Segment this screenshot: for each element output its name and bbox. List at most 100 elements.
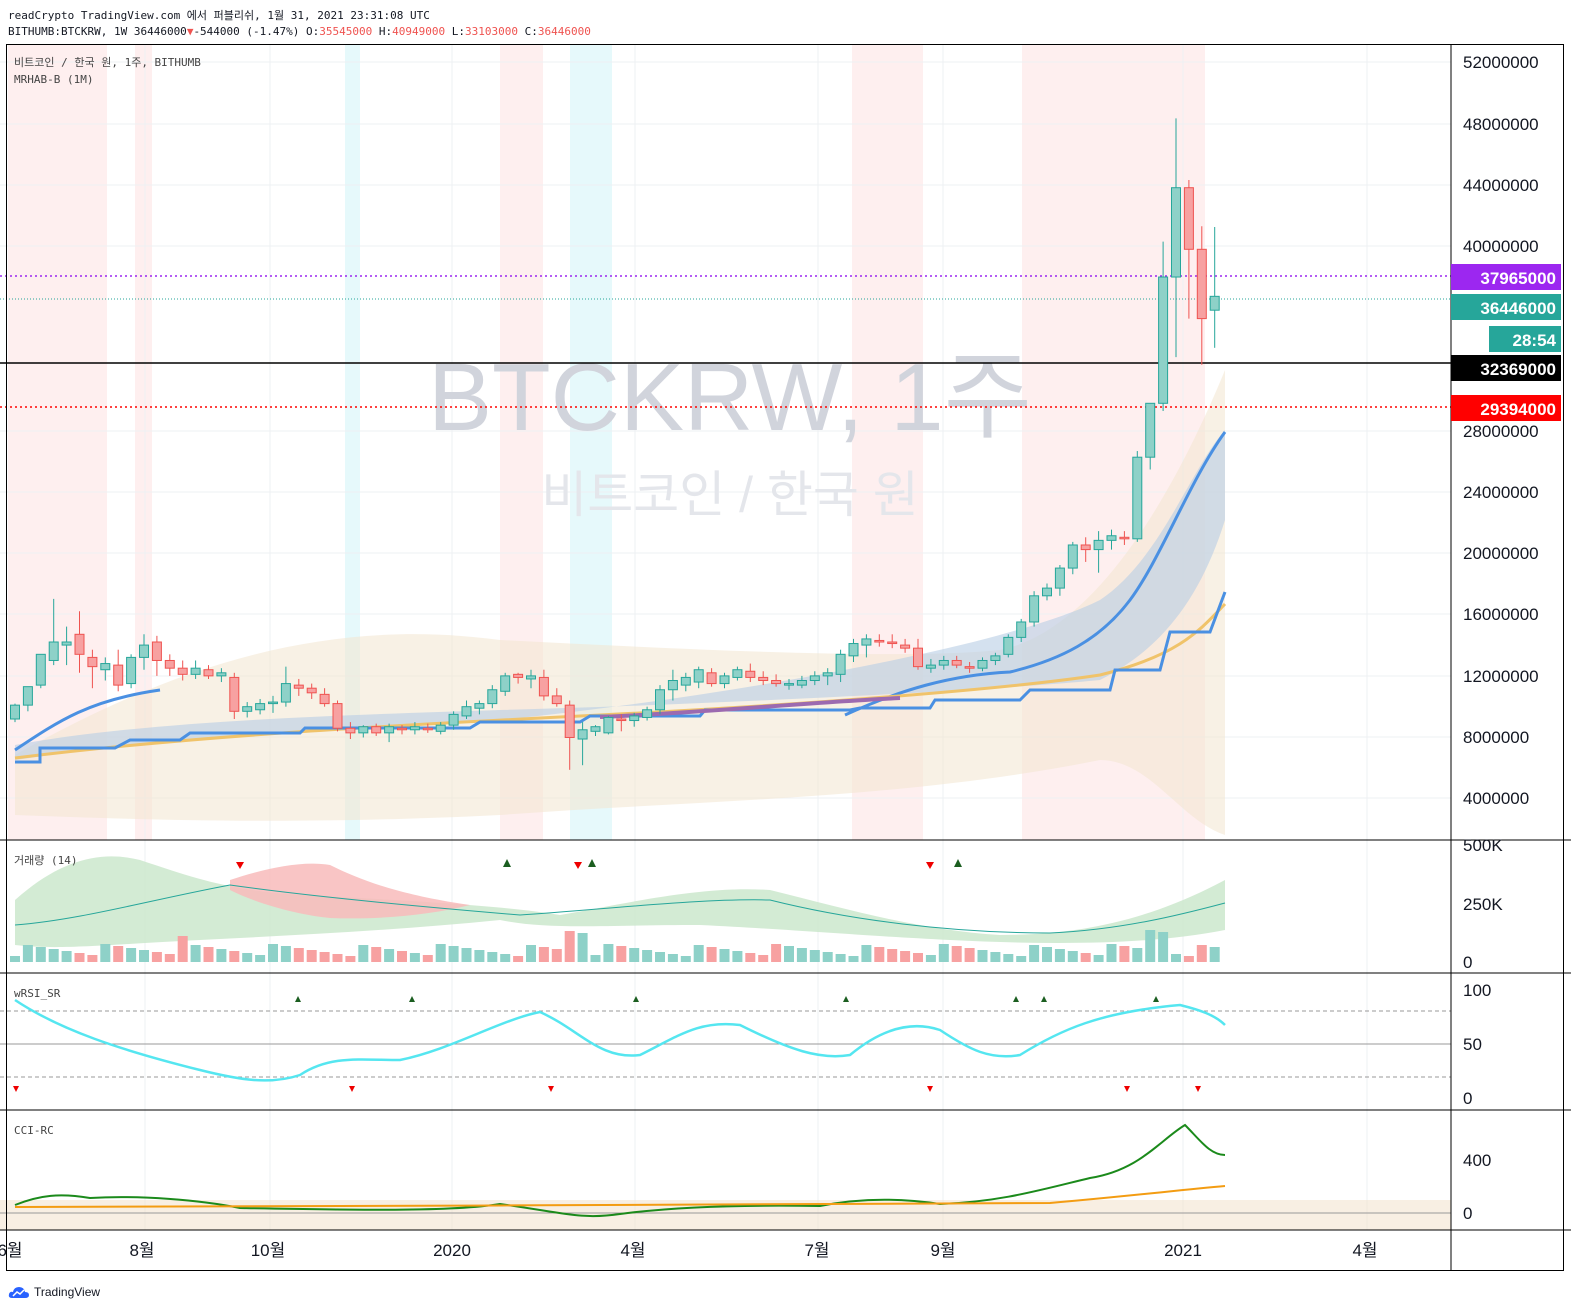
volume-bar: [861, 945, 872, 962]
cloud-band-fill: [15, 430, 1225, 760]
candle-body: [758, 676, 769, 681]
volume-bar: [796, 948, 807, 962]
price-axis-label: 4000000: [1463, 789, 1529, 808]
volume-bar: [448, 946, 459, 962]
volume-bar: [925, 955, 936, 962]
volume-bar: [1209, 947, 1220, 962]
time-axis-label: 9월: [930, 1241, 955, 1260]
volume-bar: [113, 946, 124, 962]
candle-body: [22, 686, 33, 706]
candle-body: [87, 656, 98, 668]
volume-bar: [435, 944, 446, 962]
signal-down-icon: [1195, 1086, 1201, 1092]
candle-body: [925, 664, 936, 669]
price-tag: [1451, 294, 1561, 320]
volume-bar: [87, 955, 98, 962]
price-tag-label: 36446000: [1480, 299, 1556, 318]
volume-bar: [964, 948, 975, 962]
volume-axis-label: 250K: [1463, 895, 1503, 914]
volume-bar: [371, 947, 382, 962]
volume-bar: [1106, 944, 1117, 962]
candle-body: [990, 655, 1001, 661]
volume-bar: [551, 949, 562, 962]
price-axis-label: 44000000: [1463, 176, 1539, 195]
volume-bar: [203, 947, 214, 962]
candle-body: [706, 672, 717, 685]
candle-body: [1209, 295, 1220, 311]
time-axis-label: 2020: [433, 1241, 471, 1260]
candle-body: [913, 647, 923, 668]
candle-body: [616, 718, 627, 722]
volume-bar: [35, 947, 46, 962]
volume-bar: [809, 950, 820, 962]
candle-body: [1067, 544, 1078, 569]
candle-body: [1158, 276, 1169, 404]
candle-body: [319, 693, 330, 705]
volume-bar: [771, 944, 782, 962]
highlight-band: [135, 44, 152, 840]
candle-body: [203, 669, 214, 677]
volume-bar: [848, 956, 859, 962]
volume-bar: [1016, 956, 1027, 962]
candle-body: [629, 715, 640, 722]
candle-body: [809, 675, 820, 682]
volume-bar: [1145, 930, 1156, 962]
volume-bar: [732, 951, 743, 962]
time-axis-label: 4월: [1352, 1241, 1377, 1260]
tradingview-logo[interactable]: TradingView: [8, 1285, 100, 1299]
candle-body: [1054, 567, 1065, 589]
price-axis-label: 24000000: [1463, 483, 1539, 502]
volume-bar: [1029, 945, 1040, 962]
volume-bar: [874, 947, 885, 962]
volume-bar: [913, 953, 923, 962]
volume-bar: [1158, 932, 1169, 962]
volume-bar: [345, 956, 356, 962]
candle-body: [977, 659, 988, 669]
volume-bar: [61, 951, 72, 962]
candle-body: [732, 669, 743, 678]
volume-bar: [951, 946, 962, 962]
volume-bar: [332, 954, 343, 962]
candle-body: [461, 706, 472, 717]
volume-bar: [190, 945, 201, 962]
candle-body: [1106, 535, 1117, 541]
time-axis-label: 7월: [804, 1241, 829, 1260]
publish-line: readCrypto TradingView.com 에서 퍼블리쉬, 1월 3…: [8, 9, 430, 22]
price-axis-label: 8000000: [1463, 728, 1529, 747]
volume-bar: [126, 948, 137, 962]
volume-bar: [706, 947, 717, 962]
candle-body: [642, 709, 653, 718]
volume-axis-label: 500K: [1463, 836, 1503, 855]
candle-body: [177, 667, 188, 675]
candle-body: [577, 729, 588, 740]
price-axis-label: 52000000: [1463, 53, 1539, 72]
volume-bar: [1042, 947, 1052, 962]
price-axis-label: 20000000: [1463, 544, 1539, 563]
candle-body: [835, 653, 846, 675]
ma-line-blue: [14, 688, 161, 752]
volume-bar: [590, 955, 601, 962]
price-tag: [1489, 326, 1561, 352]
signal-down-icon: [574, 862, 582, 869]
candle-body: [1196, 248, 1207, 320]
signal-up-icon: [503, 859, 511, 867]
candle-body: [474, 703, 485, 709]
change-value: -544000 (-1.47%): [193, 25, 300, 38]
volume-bar: [900, 951, 911, 962]
candle-body: [603, 716, 614, 734]
candle-body: [268, 701, 278, 705]
candle-body: [1145, 402, 1156, 458]
candle-body: [487, 689, 498, 705]
volume-bar: [151, 952, 162, 962]
candle-body: [590, 726, 601, 732]
signal-up-icon: [409, 996, 415, 1002]
chart-border: [6, 44, 1564, 1271]
candle-body: [74, 633, 85, 655]
open-value: 35545000: [319, 25, 373, 38]
candle-body: [164, 659, 175, 669]
volume-bar: [1196, 945, 1207, 962]
candle-body: [139, 644, 149, 658]
candle-body: [513, 673, 524, 678]
candle-body: [409, 726, 420, 731]
